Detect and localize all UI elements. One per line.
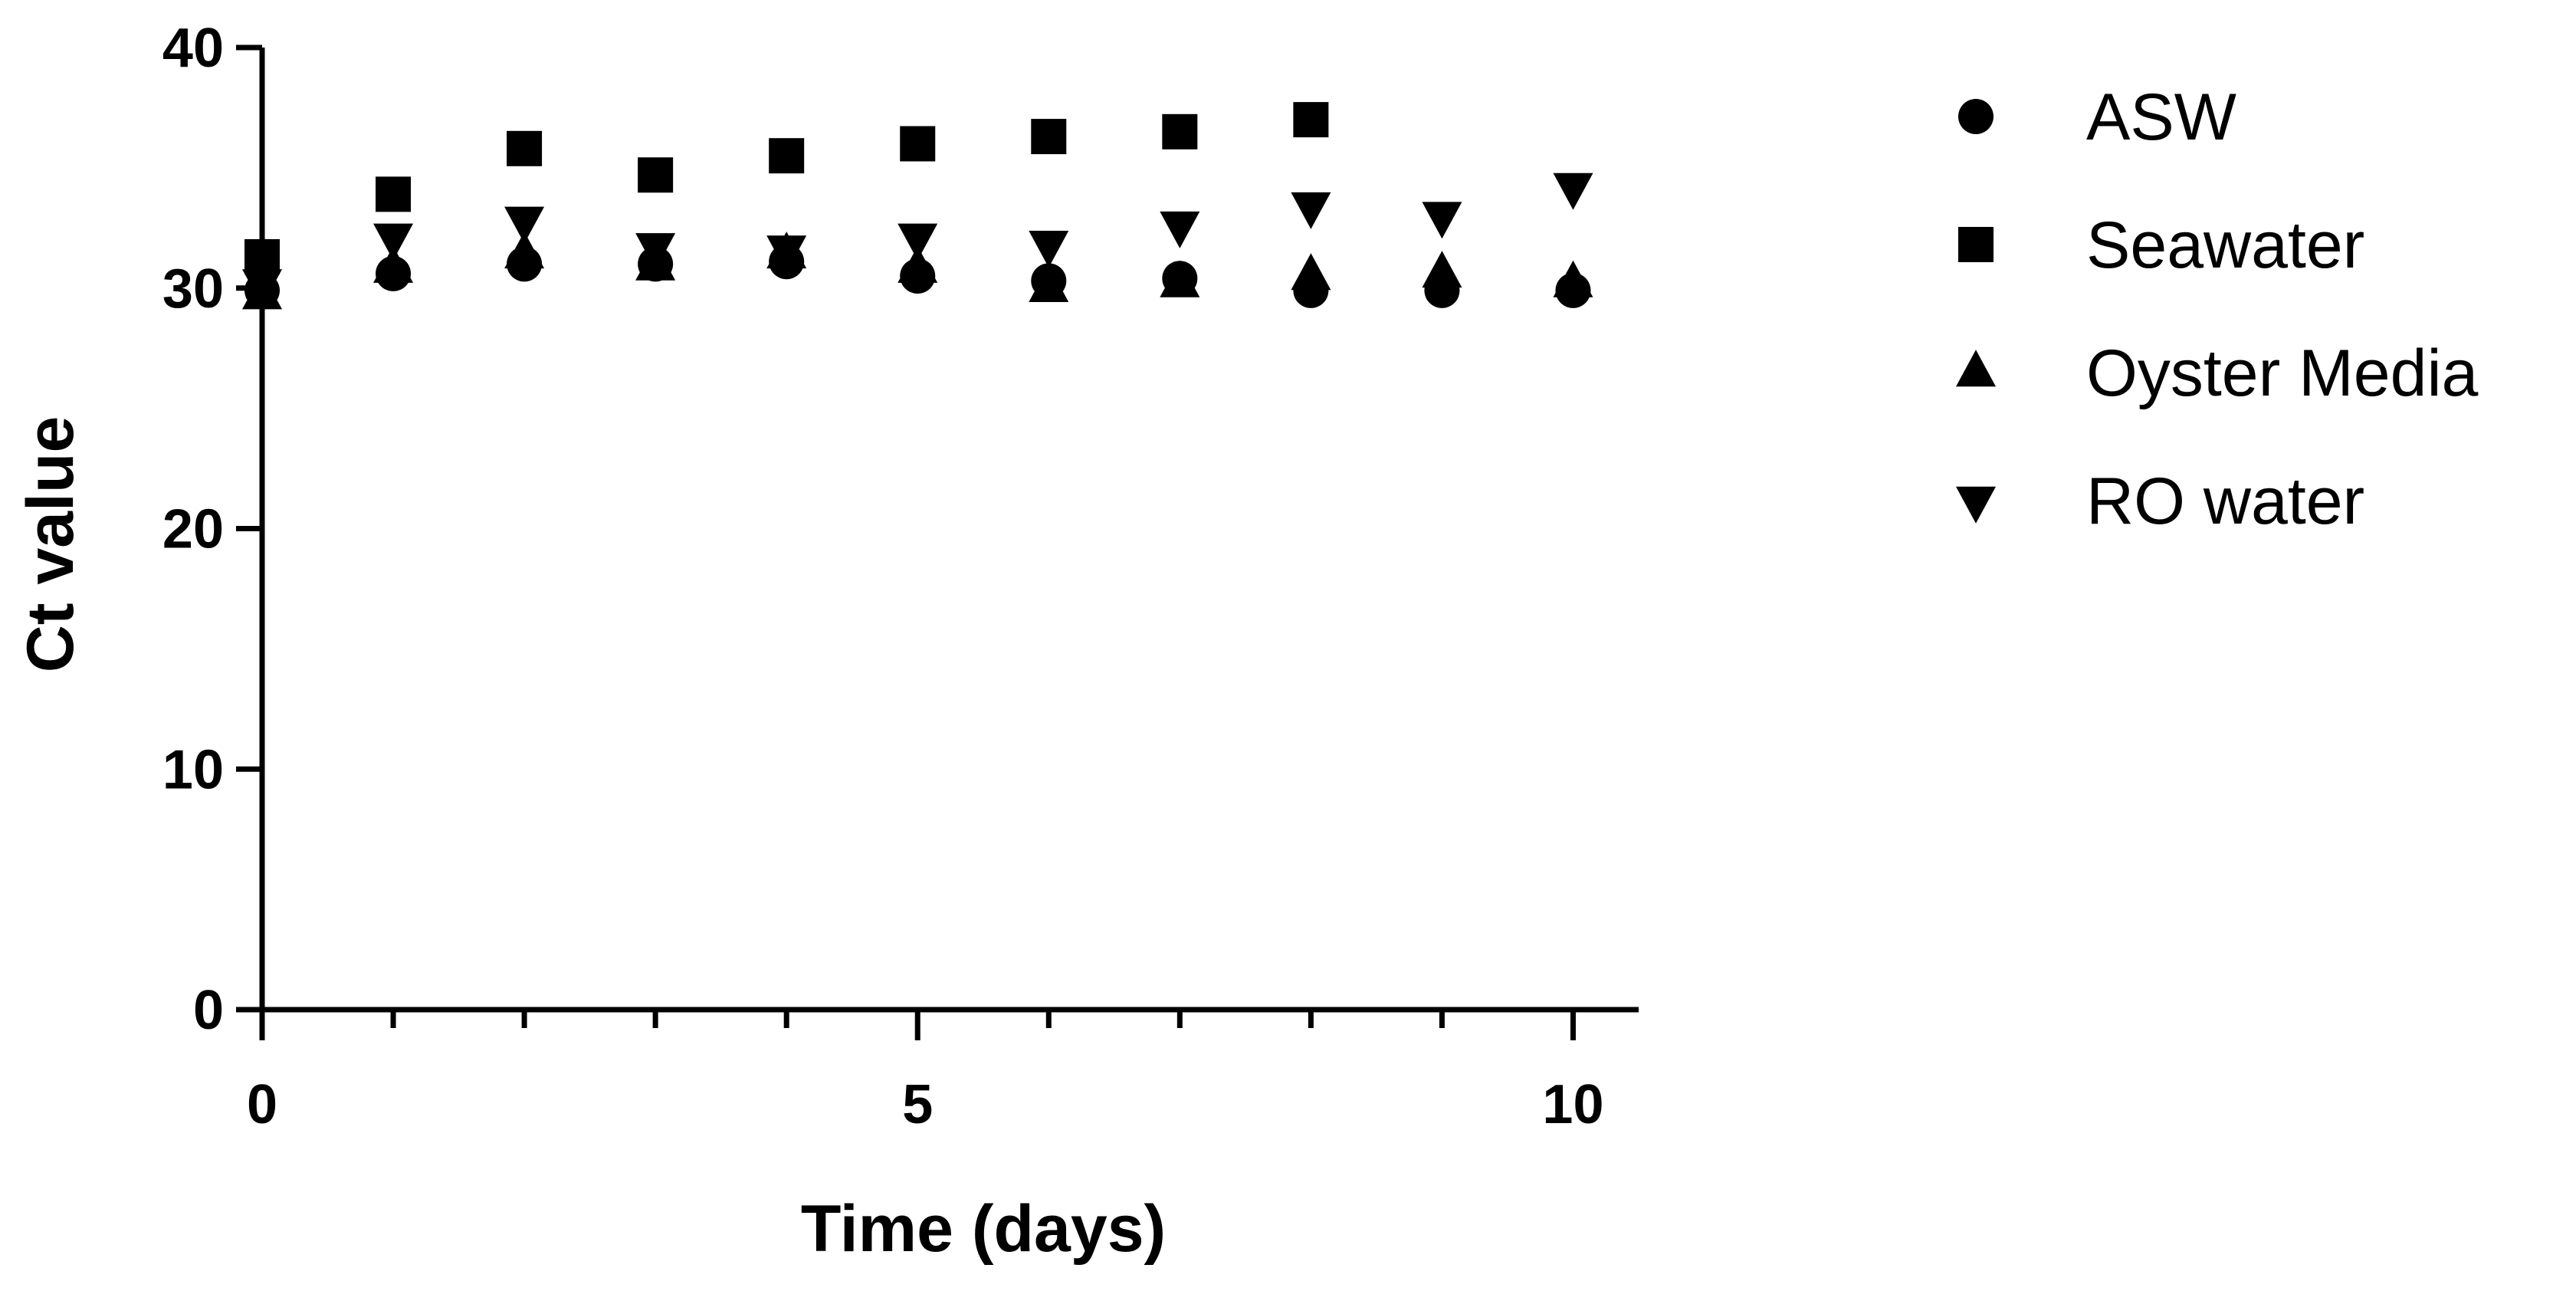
point-oyster-media bbox=[373, 245, 414, 283]
y-axis-title: Ct value bbox=[14, 416, 87, 673]
legend-marker-seawater bbox=[1958, 227, 1994, 262]
point-oyster-media bbox=[1291, 253, 1331, 291]
legend-marker-asw bbox=[1958, 99, 1994, 134]
ticks: 0 10 20 30 40 0 5 10 bbox=[162, 18, 1604, 1135]
point-ro-water bbox=[1291, 192, 1331, 229]
legend-label-asw: ASW bbox=[2086, 80, 2236, 154]
point-ro-water bbox=[766, 235, 807, 273]
point-seawater bbox=[900, 126, 936, 162]
point-ro-water bbox=[504, 206, 545, 244]
point-oyster-media bbox=[504, 232, 545, 269]
y-tick-label: 10 bbox=[162, 739, 224, 800]
point-ro-water bbox=[1422, 202, 1462, 239]
point-oyster-media bbox=[1160, 260, 1200, 297]
legend-label-oyster-media: Oyster Media bbox=[2086, 337, 2479, 410]
legend-label-ro-water: RO water bbox=[2086, 465, 2364, 538]
data-points bbox=[242, 102, 1593, 310]
legend-marker-oyster-media bbox=[1956, 350, 1996, 387]
point-seawater bbox=[638, 157, 674, 193]
point-oyster-media bbox=[1422, 251, 1462, 288]
point-seawater bbox=[507, 130, 543, 166]
point-ro-water bbox=[1029, 231, 1069, 268]
point-ro-water bbox=[635, 233, 676, 271]
legend: ASW Seawater Oyster Media RO water bbox=[1956, 80, 2479, 538]
x-tick-label: 5 bbox=[902, 1074, 933, 1135]
point-seawater bbox=[1293, 102, 1329, 138]
y-tick-label: 40 bbox=[162, 18, 224, 79]
point-ro-water bbox=[1553, 172, 1593, 210]
axes bbox=[259, 48, 1639, 1013]
point-oyster-media bbox=[1553, 260, 1593, 297]
point-seawater bbox=[769, 138, 805, 174]
point-seawater bbox=[1031, 119, 1067, 155]
point-oyster-media bbox=[1029, 264, 1069, 302]
legend-label-seawater: Seawater bbox=[2086, 209, 2364, 282]
legend-marker-ro-water bbox=[1956, 486, 1996, 524]
x-tick-label: 0 bbox=[247, 1074, 277, 1135]
point-ro-water bbox=[242, 269, 282, 307]
point-seawater bbox=[376, 176, 412, 212]
y-tick-label: 30 bbox=[162, 258, 224, 320]
y-tick-label: 0 bbox=[193, 980, 224, 1041]
y-tick-label: 20 bbox=[162, 499, 224, 560]
point-ro-water bbox=[373, 223, 414, 261]
point-oyster-media bbox=[897, 245, 938, 283]
point-seawater bbox=[1162, 113, 1198, 149]
x-axis-title: Time (days) bbox=[801, 1192, 1166, 1266]
point-ro-water bbox=[897, 223, 938, 261]
x-tick-label: 10 bbox=[1542, 1074, 1603, 1135]
point-seawater bbox=[244, 238, 280, 274]
point-ro-water bbox=[1160, 211, 1200, 248]
